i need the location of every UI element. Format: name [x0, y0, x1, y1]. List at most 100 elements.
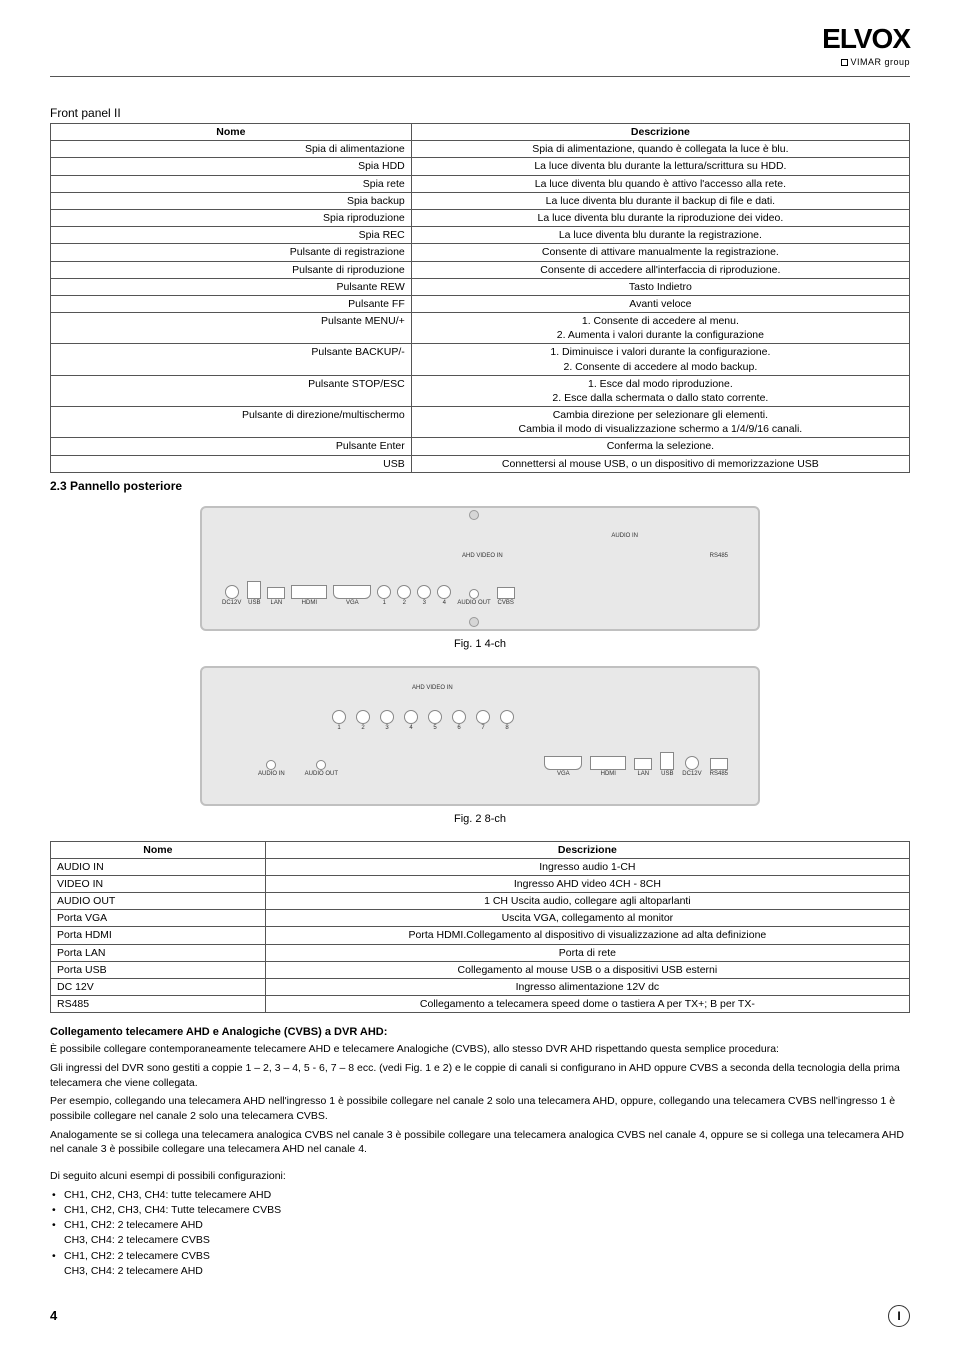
list-item: CH1, CH2, CH3, CH4: Tutte telecamere CVB…: [50, 1203, 910, 1218]
panel-port: 5: [428, 710, 442, 732]
page-footer: 4 I: [50, 1305, 910, 1327]
port-label: AUDIO OUT: [305, 770, 338, 778]
table-row: Pulsante MENU/+1. Consente di accedere a…: [51, 313, 910, 344]
port-shape-icon: [316, 760, 326, 770]
table-cell-name: Pulsante di direzione/multischermo: [51, 407, 412, 438]
front-panel-table: Nome Descrizione Spia di alimentazioneSp…: [50, 123, 910, 473]
page-number: 4: [50, 1307, 57, 1325]
port-shape-icon: [428, 710, 442, 724]
port-label: AUDIO OUT: [457, 599, 490, 607]
table-row: AUDIO INIngresso audio 1-CH: [51, 858, 910, 875]
table-row: Pulsante STOP/ESC1. Esce dal modo riprod…: [51, 375, 910, 406]
logo-sub-text: VIMAR group: [850, 57, 910, 67]
table-row: VIDEO INIngresso AHD video 4CH - 8CH: [51, 875, 910, 892]
port-shape-icon: [417, 585, 431, 599]
panel-port: AUDIO OUT: [305, 760, 338, 778]
table-row: Spia backupLa luce diventa blu durante i…: [51, 192, 910, 209]
screw-icon: [469, 510, 479, 520]
label-audio-in: AUDIO IN: [611, 532, 638, 540]
port-label: HDMI: [601, 770, 616, 778]
port-label: RS485: [710, 770, 728, 778]
panel-port: LAN: [267, 587, 285, 607]
header-divider: [50, 76, 910, 77]
port-label: 2: [361, 724, 364, 732]
table-cell-name: Pulsante FF: [51, 295, 412, 312]
table-cell-desc: La luce diventa blu durante la lettura/s…: [411, 158, 909, 175]
port-shape-icon: [710, 758, 728, 770]
table-row: Porta USBCollegamento al mouse USB o a d…: [51, 961, 910, 978]
table-row: Pulsante di direzione/multischermoCambia…: [51, 407, 910, 438]
table-row: DC 12VIngresso alimentazione 12V dc: [51, 978, 910, 995]
port-label: CVBS: [498, 599, 514, 607]
panel-port: 2: [356, 710, 370, 732]
panel-port: 4: [437, 585, 451, 607]
logo-main: ELVOX: [50, 20, 910, 58]
table-cell-desc: Consente di accedere all'interfaccia di …: [411, 261, 909, 278]
port-label: LAN: [637, 770, 649, 778]
connection-p1: È possibile collegare contemporaneamente…: [50, 1042, 910, 1057]
port-label: DC12V: [222, 599, 241, 607]
table-cell-desc: Collegamento a telecamera speed dome o t…: [265, 996, 909, 1013]
label-rs485: RS485: [710, 552, 728, 560]
port-label: 4: [409, 724, 412, 732]
table-row: AUDIO OUT1 CH Uscita audio, collegare ag…: [51, 893, 910, 910]
panel-port: USB: [247, 581, 261, 607]
port-label: VGA: [346, 599, 359, 607]
port-shape-icon: [225, 585, 239, 599]
panel-port: VGA: [333, 585, 371, 607]
connection-title: Collegamento telecamere AHD e Analogiche…: [50, 1025, 910, 1040]
config-list-intro: Di seguito alcuni esempi di possibili co…: [50, 1169, 910, 1184]
table-cell-name: Pulsante STOP/ESC: [51, 375, 412, 406]
port-label: 4: [443, 599, 446, 607]
port-shape-icon: [497, 587, 515, 599]
table-cell-desc: Porta di rete: [265, 944, 909, 961]
port-shape-icon: [397, 585, 411, 599]
table-cell-desc: Tasto Indietro: [411, 278, 909, 295]
list-item: CH1, CH2: 2 telecamere AHD: [50, 1218, 910, 1233]
connection-p2: Gli ingressi del DVR sono gestiti a copp…: [50, 1061, 910, 1090]
ports-table: Nome Descrizione AUDIO INIngresso audio …: [50, 841, 910, 1014]
table-cell-desc: 1. Consente di accedere al menu.2. Aumen…: [411, 313, 909, 344]
figure-8ch-panel: AHD VIDEO IN 12345678 AUDIO INAUDIO OUT …: [200, 666, 760, 806]
port-shape-icon: [291, 585, 327, 599]
language-badge: I: [888, 1305, 910, 1327]
port-shape-icon: [634, 758, 652, 770]
panel-port: 2: [397, 585, 411, 607]
port-shape-icon: [404, 710, 418, 724]
ports-header-name: Nome: [51, 841, 266, 858]
fig2-caption: Fig. 2 8-ch: [50, 812, 910, 827]
port-label: DC12V: [682, 770, 701, 778]
port-label: 6: [457, 724, 460, 732]
table-row: USBConnettersi al mouse USB, o un dispos…: [51, 455, 910, 472]
rear-panel-title: 2.3 Pannello posteriore: [50, 478, 910, 494]
table-cell-name: USB: [51, 455, 412, 472]
panel-port: 4: [404, 710, 418, 732]
port-label: 2: [403, 599, 406, 607]
table-row: Porta VGAUscita VGA, collegamento al mon…: [51, 910, 910, 927]
table-cell-name: VIDEO IN: [51, 875, 266, 892]
config-list: CH1, CH2, CH3, CH4: tutte telecamere AHD…: [50, 1188, 910, 1279]
table-cell-name: Porta USB: [51, 961, 266, 978]
panel-port: HDMI: [590, 756, 626, 778]
port-shape-icon: [685, 756, 699, 770]
table-row: Porta HDMIPorta HDMI.Collegamento al dis…: [51, 927, 910, 944]
port-shape-icon: [247, 581, 261, 599]
table-cell-name: Spia backup: [51, 192, 412, 209]
panel-port: HDMI: [291, 585, 327, 607]
port-shape-icon: [266, 760, 276, 770]
table-cell-desc: Connettersi al mouse USB, o un dispositi…: [411, 455, 909, 472]
table-cell-desc: Porta HDMI.Collegamento al dispositivo d…: [265, 927, 909, 944]
table-cell-desc: La luce diventa blu durante la registraz…: [411, 227, 909, 244]
table-cell-name: Pulsante BACKUP/-: [51, 344, 412, 375]
table-cell-name: Porta VGA: [51, 910, 266, 927]
table-cell-name: Pulsante MENU/+: [51, 313, 412, 344]
panel-port: 3: [380, 710, 394, 732]
table-cell-desc: Ingresso audio 1-CH: [265, 858, 909, 875]
panel-port: 1: [332, 710, 346, 732]
table-row: Pulsante BACKUP/-1. Diminuisce i valori …: [51, 344, 910, 375]
port-shape-icon: [452, 710, 466, 724]
port-shape-icon: [267, 587, 285, 599]
list-item: CH3, CH4: 2 telecamere AHD: [50, 1264, 910, 1279]
port-label: 3: [423, 599, 426, 607]
panel-port: RS485: [710, 758, 728, 778]
